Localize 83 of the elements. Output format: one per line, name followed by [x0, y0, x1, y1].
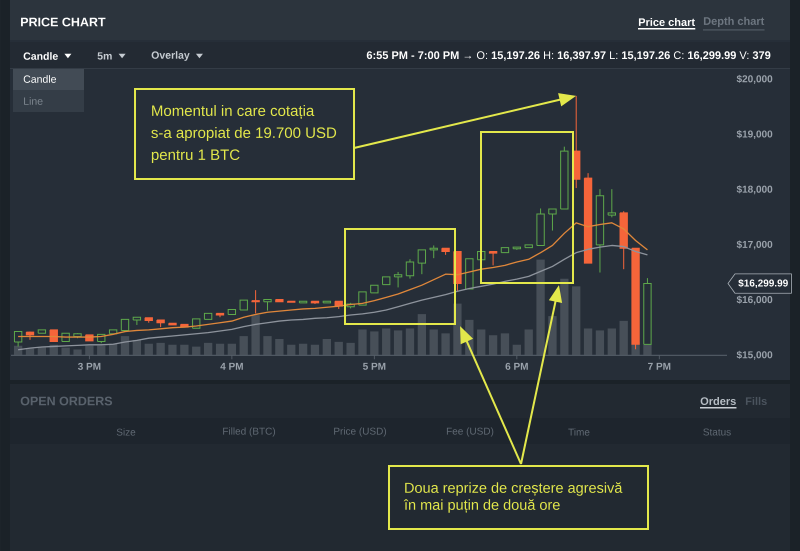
y-tick-label: $18,000	[736, 185, 772, 194]
text: Depth chart	[704, 16, 764, 28]
bar	[251, 315, 260, 356]
text: OPEN ORDERS	[20, 396, 112, 406]
x-tick-label: 5 PM	[362, 362, 386, 370]
bar	[560, 278, 568, 356]
bar	[322, 339, 332, 356]
y-tick-label: $19,000	[736, 130, 772, 140]
bar	[488, 335, 498, 356]
x-tick-label: 6 PM	[506, 362, 528, 370]
chart-title: PRICE CHART	[21, 18, 106, 26]
text: $16,299.99	[738, 279, 788, 288]
bar	[73, 350, 82, 356]
bar	[240, 336, 248, 356]
annotation: Momentul in care cotația s-a apropiat de 19.700 USD pentru 1 BTC	[151, 105, 336, 163]
bar	[204, 342, 212, 356]
bar	[38, 348, 46, 356]
text: Time	[568, 428, 590, 436]
bar	[97, 346, 106, 356]
bar	[643, 344, 652, 356]
annotation: Candle	[24, 75, 56, 83]
text: Doua reprize de creștere agresivă în mai puțin de două ore	[404, 482, 622, 513]
bar	[441, 333, 450, 356]
bar	[608, 328, 616, 356]
annotation: Line	[24, 97, 43, 105]
candlestick	[608, 188, 616, 218]
text: Candle	[24, 52, 58, 60]
text: Fee (USD)	[446, 427, 494, 437]
text: Status	[703, 428, 731, 436]
x-tick-label: 3 PM	[78, 362, 100, 370]
bar	[382, 328, 390, 356]
bar	[275, 339, 284, 356]
bar	[298, 344, 308, 356]
bar	[216, 344, 224, 356]
bar	[394, 330, 402, 356]
bar	[168, 344, 177, 356]
text: Orders	[700, 396, 736, 406]
candlestick	[596, 188, 604, 274]
y-tick-label: $20,000	[736, 74, 772, 84]
bar	[61, 348, 70, 356]
bar	[180, 344, 189, 356]
candlestick	[251, 290, 260, 314]
bar	[370, 331, 379, 356]
bar	[536, 260, 545, 356]
bar	[263, 336, 272, 356]
bar	[192, 346, 200, 356]
bar	[584, 328, 592, 356]
bar	[572, 286, 580, 356]
bar	[85, 346, 94, 356]
bar	[430, 329, 438, 356]
candlestick	[620, 210, 628, 270]
bar	[287, 344, 296, 356]
bar	[418, 314, 426, 356]
bar	[144, 344, 153, 356]
bar	[14, 346, 22, 356]
bar	[228, 344, 236, 356]
text: Price (USD)	[334, 427, 386, 437]
candlestick	[430, 244, 438, 259]
y-tick-label: $16,000	[736, 296, 772, 305]
candlestick	[406, 258, 414, 280]
y-tick-label: $17,000	[736, 240, 772, 250]
bar	[500, 333, 510, 356]
bar	[524, 329, 533, 356]
bar	[334, 342, 343, 356]
bar	[406, 328, 414, 356]
bar	[620, 320, 628, 356]
x-tick-label: 4 PM	[220, 362, 243, 370]
candlestick	[394, 271, 402, 288]
text: 6:55 PM - 7:00 PM → O: 15,197.26 H: 16,397.97 L: 15,197.26 C: 16,299.99 V: 379	[366, 51, 770, 61]
text: Size	[116, 428, 136, 436]
bar	[310, 344, 320, 356]
bar	[358, 329, 367, 356]
text: Overlay	[152, 51, 190, 61]
x-tick-label: 7 PM	[648, 362, 670, 370]
text: Filled (BTC)	[223, 427, 276, 437]
bar	[596, 330, 604, 356]
bar	[512, 344, 521, 356]
text: Price chart	[638, 18, 695, 26]
y-tick-label: $15,000	[736, 350, 772, 360]
bar	[346, 342, 355, 356]
bar	[156, 342, 165, 356]
bar	[477, 329, 486, 356]
text: 5m	[98, 52, 112, 60]
